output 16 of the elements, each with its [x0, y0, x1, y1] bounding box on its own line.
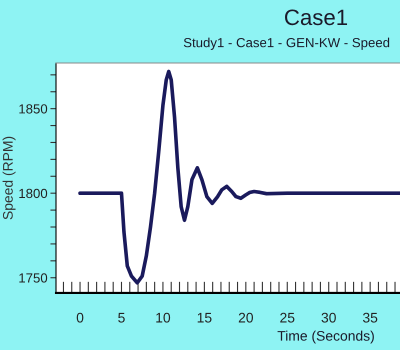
- y-tick-label: 1800: [19, 188, 48, 198]
- x-tick-label: 10: [156, 312, 170, 323]
- x-tick-label: 5: [118, 312, 125, 323]
- x-axis-title: Time (Seconds): [278, 330, 374, 344]
- chart-subtitle: Study1 - Case1 - GEN-KW - Speed: [184, 38, 390, 50]
- x-tick-label: 25: [280, 312, 294, 323]
- chart-title: Case1: [285, 9, 348, 26]
- x-tick-label: 30: [322, 312, 336, 323]
- x-tick-label: 15: [198, 312, 212, 323]
- y-tick-label: 1750: [19, 273, 48, 283]
- y-tick-label: 1850: [19, 104, 48, 114]
- y-axis-title: Speed (RPM): [2, 136, 16, 220]
- line-series: [78, 70, 400, 285]
- x-tick-label: 35: [362, 312, 378, 323]
- x-tick-label: 20: [238, 312, 254, 323]
- x-tick-label: 0: [76, 312, 84, 323]
